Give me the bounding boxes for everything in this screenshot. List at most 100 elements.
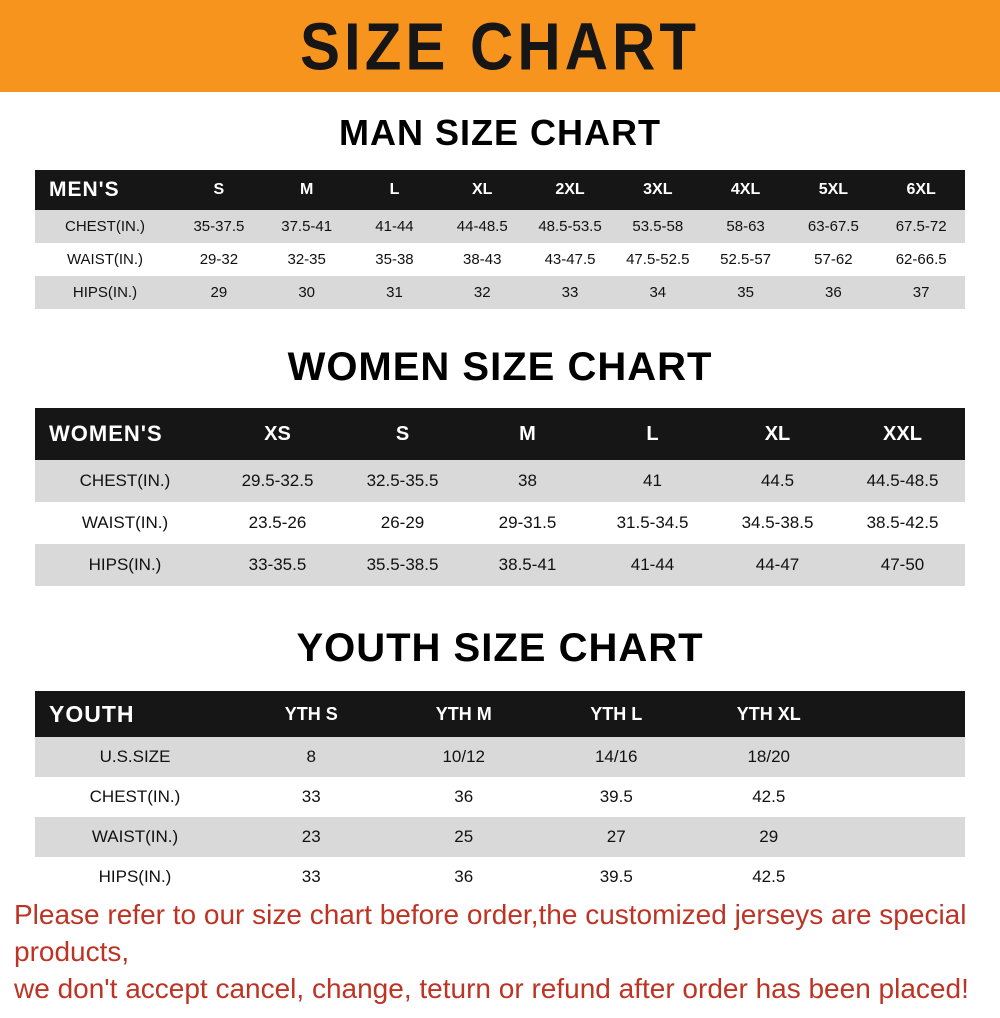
table-corner-label: YOUTH [49,700,135,727]
youth-size-table: YOUTH YTH S YTH M YTH L YTH XL U.S.SIZE 8 10/12… [35,691,965,897]
size-cell: 31.5-34.5 [616,513,689,532]
row-label: HIPS(IN.) [98,867,172,886]
size-cell: 35-37.5 [193,218,245,235]
size-cell: 34 [649,284,667,301]
size-cell: 26-29 [380,513,425,532]
row-label: WAIST(IN.) [91,827,179,846]
row-label: WAIST(IN.) [66,251,144,268]
size-cell: 35-38 [375,251,414,268]
column-header: 2XL [555,181,585,198]
size-cell: 14/16 [594,747,638,766]
size-cell: 42.5 [752,787,786,806]
row-label: HIPS(IN.) [72,284,138,301]
size-cell: 44-48.5 [456,218,508,235]
column-header: S [213,181,225,198]
size-cell: 67.5-72 [895,218,947,235]
size-cell: 23.5-26 [248,513,307,532]
size-cell: 25 [454,827,474,846]
row-label: CHEST(IN.) [65,218,145,235]
size-cell: 30 [298,284,316,301]
column-header: 5XL [818,181,849,198]
size-cell: 57-62 [814,251,853,268]
size-cell: 62-66.5 [895,251,947,268]
size-cell: 33 [561,284,579,301]
row-label: CHEST(IN.) [89,787,181,806]
size-cell: 29-31.5 [498,513,557,532]
column-header: M [519,422,536,445]
size-cell: 33 [301,787,321,806]
size-cell: 23 [301,827,321,846]
size-cell: 37.5-41 [281,218,333,235]
footer-line-1: Please refer to our size chart before or… [14,899,967,967]
women-section-heading: WOMEN SIZE CHART [287,345,713,389]
youth-size-chart-section: YOUTH SIZE CHART YOUTH YTH S YTH M YTH L YTH… [0,586,1000,897]
size-cell: 29.5-32.5 [241,471,314,490]
size-cell: 48.5-53.5 [538,218,602,235]
size-chart-banner: SIZE CHART [0,0,1000,92]
size-cell: 32 [473,284,491,301]
column-header: 3XL [643,181,673,198]
size-cell: 27 [606,827,626,846]
size-cell: 44.5 [760,471,795,490]
womens-size-table: WOMEN'S XS S M L XL XXL CHEST(IN.) 29.5-32.5 32.5… [35,408,965,586]
table-corner-label: MEN'S [49,178,120,201]
size-cell: 37 [912,284,930,301]
size-cell: 35 [737,284,754,301]
table-row: WAIST(IN.) 23.5-26 26-29 29-31.5 31.5-34.5 34… [35,502,965,544]
size-cell: 8 [306,747,316,766]
size-cell: 35.5-38.5 [366,555,439,574]
size-cell: 10/12 [442,747,486,766]
size-cell: 31 [386,284,403,301]
size-cell: 38.5-41 [498,555,557,574]
column-header: 4XL [730,181,761,198]
man-size-chart-section: MAN SIZE CHART MEN'S S M L XL 2XL 3XL 4XL 5XL 6XL… [0,92,1000,309]
footer-line-2: we don't accept cancel, change, teturn o… [14,972,969,1004]
size-cell: 38 [518,471,537,490]
column-header: XXL [883,422,922,445]
size-cell: 43-47.5 [544,251,596,268]
size-cell: 36 [454,787,474,806]
table-row: U.S.SIZE 8 10/12 14/16 18/20 [35,737,965,777]
man-section-heading: MAN SIZE CHART [339,112,661,153]
column-header: YTH S [284,703,338,724]
size-cell: 29-32 [199,251,239,268]
column-header: XS [264,422,291,445]
column-header: YTH M [435,703,492,724]
table-header-row: MEN'S S M L XL 2XL 3XL 4XL 5XL 6XL [35,170,965,210]
mens-size-table: MEN'S S M L XL 2XL 3XL 4XL 5XL 6XL CHEST(IN.) 35-37… [35,170,965,309]
footer-disclaimer: Please refer to our size chart before or… [0,897,1000,1018]
column-header: YTH XL [736,703,801,724]
table-row: WAIST(IN.) 29-32 32-35 35-38 38-43 43-47.5 47.… [35,243,965,276]
size-cell: 52.5-57 [720,251,772,268]
size-cell: 53.5-58 [632,218,684,235]
size-cell: 41-44 [630,555,675,574]
youth-section-heading: YOUTH SIZE CHART [296,626,704,670]
column-header: L [646,422,659,445]
size-cell: 39.5 [599,787,633,806]
row-label: WAIST(IN.) [81,513,169,532]
size-cell: 29 [759,827,779,846]
size-cell: 32-35 [287,251,326,268]
size-cell: 63-67.5 [807,218,859,235]
table-row: HIPS(IN.) 29 30 31 32 33 34 35 36 37 [35,276,965,309]
row-label: HIPS(IN.) [88,555,162,574]
size-cell: 47-50 [880,555,925,574]
size-cell: 44-47 [755,555,800,574]
size-cell: 39.5 [599,867,633,886]
size-cell: 33-35.5 [248,555,307,574]
table-row: WAIST(IN.) 23 25 27 29 [35,817,965,857]
size-cell: 18/20 [747,747,791,766]
banner-title: SIZE CHART [300,8,700,84]
column-header: M [300,181,314,198]
table-row: CHEST(IN.) 33 36 39.5 42.5 [35,777,965,817]
size-cell: 38-43 [463,251,502,268]
size-cell: 38.5-42.5 [866,513,939,532]
table-row: CHEST(IN.) 35-37.5 37.5-41 41-44 44-48.5 48.5… [35,210,965,243]
size-cell: 47.5-52.5 [626,251,690,268]
row-label: U.S.SIZE [99,747,171,766]
table-header-row: YOUTH YTH S YTH M YTH L YTH XL [35,691,965,737]
size-cell: 29 [210,284,228,301]
table-header-row: WOMEN'S XS S M L XL XXL [35,408,965,460]
table-row: HIPS(IN.) 33 36 39.5 42.5 [35,857,965,897]
table-row: CHEST(IN.) 29.5-32.5 32.5-35.5 38 41 44.5 44.5… [35,460,965,502]
